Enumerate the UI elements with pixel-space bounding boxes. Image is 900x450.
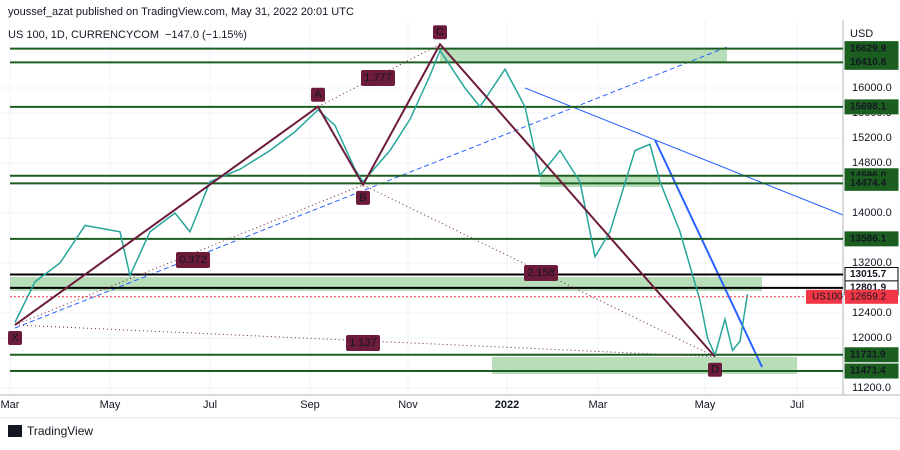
level-label: 11731.9 [850, 349, 886, 360]
ratio-label: 1.777 [364, 72, 392, 84]
zone [540, 176, 660, 187]
level-label: 16410.8 [850, 57, 887, 68]
last-price: 12659.2 [850, 291, 887, 302]
x-tick-label: 2022 [495, 399, 519, 411]
pattern-point-label: B [359, 192, 366, 204]
x-tick-label: Jul [790, 399, 804, 411]
y-tick-label: 14800.0 [852, 157, 892, 169]
x-tick-label: Mar [589, 399, 608, 411]
ratio-bg [361, 70, 395, 86]
header: youssef_azat published on TradingView.co… [8, 6, 354, 18]
trend-line [654, 139, 763, 368]
y-tick-label: 12000.0 [852, 332, 892, 344]
level-label-bg [844, 347, 899, 363]
ratio-bg [176, 252, 210, 268]
y-tick-label: 11200.0 [852, 382, 891, 394]
price-line [14, 48, 749, 358]
y-axis-label: USD [850, 28, 873, 40]
ratio-label: 0.372 [179, 254, 207, 266]
grid [0, 20, 843, 395]
y-tick-label: 15200.0 [852, 132, 892, 144]
zone [10, 277, 762, 291]
level-label-bg [844, 363, 899, 379]
level-label-bg [844, 231, 899, 247]
last-name: US100 [812, 291, 843, 302]
level-label: 15698.1 [850, 102, 887, 113]
pattern-point-label: X [11, 332, 19, 344]
pattern-point-label: D [711, 364, 719, 376]
level-label: 16629.9 [850, 43, 887, 54]
pattern-point-bg [311, 87, 325, 102]
y-tick-label: 16000.0 [852, 82, 892, 94]
level-label: 11471.4 [850, 366, 886, 377]
zone [440, 48, 727, 63]
ratio-label: 2.158 [527, 267, 555, 279]
level-label-bg [844, 99, 899, 115]
symbol: US 100, 1D, CURRENCYCOM [8, 29, 159, 41]
level-label-bg [844, 175, 899, 191]
pattern-point-bg [433, 25, 447, 40]
pattern-legs [14, 42, 716, 358]
footer: TradingView [27, 424, 93, 438]
pattern-point-label: A [314, 89, 322, 101]
x-tick-label: Sep [300, 399, 320, 411]
ratio-label: 1.137 [349, 337, 377, 349]
level-label: 12801.9 [850, 283, 887, 294]
logo [8, 425, 22, 437]
pattern-point-bg [708, 362, 722, 377]
pattern-dotted [14, 324, 716, 358]
level-label: 13015.7 [850, 269, 887, 280]
pattern-point-bg [356, 190, 370, 205]
x-tick-label: Jul [203, 399, 217, 411]
trend-lines [14, 46, 844, 368]
last-name-bg [806, 289, 842, 304]
ratio-bg [346, 335, 380, 351]
x-tick-label: May [695, 399, 716, 411]
x-tick-label: May [100, 399, 121, 411]
x-tick-label: Mar [1, 399, 20, 411]
trend-line [524, 87, 844, 216]
pattern-point-bg [8, 330, 22, 345]
pattern-dotted [14, 184, 364, 326]
x-tick-label: Nov [398, 399, 418, 411]
y-tick-label: 14000.0 [852, 207, 892, 219]
pattern-point-label: C [436, 26, 444, 38]
ratio-bg [524, 265, 558, 281]
level-label: 14474.4 [850, 178, 887, 189]
level-label-bg [844, 54, 899, 70]
last-price-bg [845, 289, 898, 304]
level-label: 13586.1 [850, 234, 887, 245]
change: −147.0 (−1.15%) [165, 29, 247, 41]
y-tick-label: 13200.0 [852, 257, 892, 269]
y-tick-label: 12400.0 [852, 307, 892, 319]
